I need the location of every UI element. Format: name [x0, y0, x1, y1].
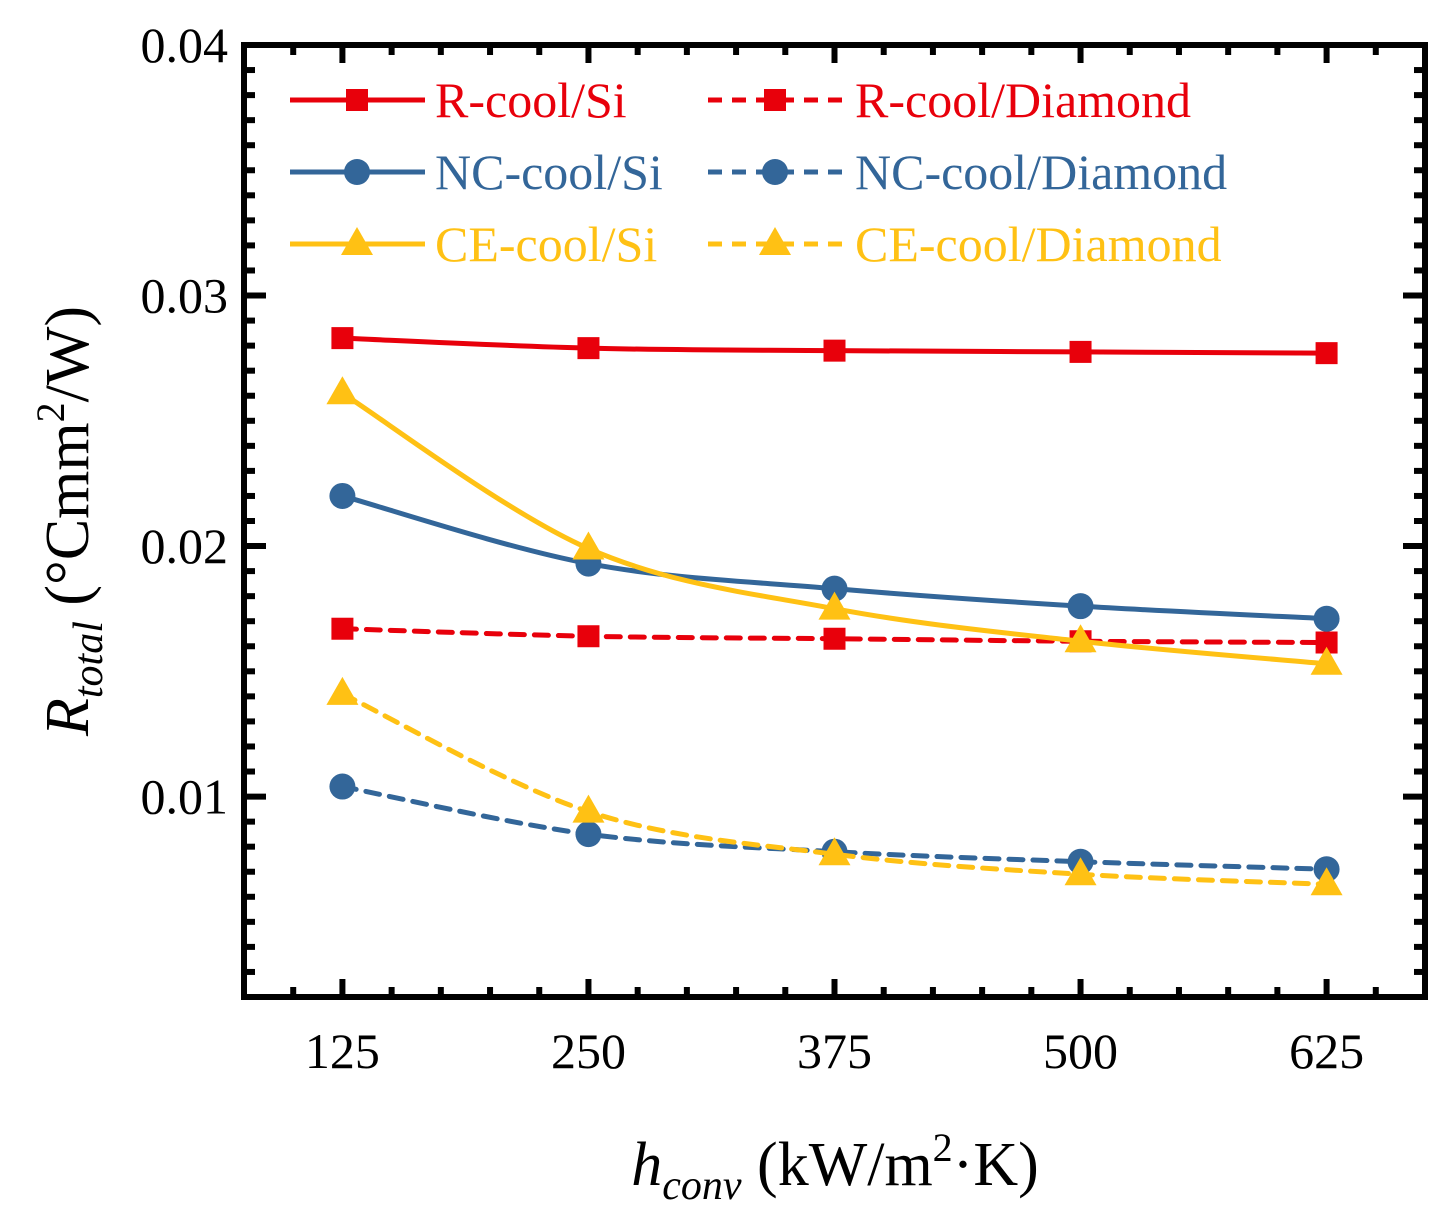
data-point-ce-cool-diamond: [326, 676, 359, 705]
x-label-unit-post: ·K): [953, 1131, 1039, 1199]
legend-label-r-cool-si: R-cool/Si: [435, 72, 627, 128]
x-tick-label: 125: [305, 1023, 380, 1079]
data-point-r-cool-si: [577, 337, 600, 360]
y-label-main: R: [34, 698, 102, 737]
legend-marker-ce-cool-diamond: [759, 227, 791, 255]
data-point-nc-cool-si: [821, 575, 848, 602]
x-label-unit: (kW/m: [742, 1131, 933, 1199]
y-tick-label: 0.02: [141, 518, 229, 574]
data-point-ce-cool-si: [572, 531, 605, 560]
y-tick-label: 0.01: [141, 769, 229, 825]
series-line-ce-cool-diamond: [339, 691, 1330, 887]
data-point-r-cool-diamond: [823, 627, 846, 650]
data-point-r-cool-diamond: [331, 617, 354, 640]
legend-label-r-cool-diamond: R-cool/Diamond: [855, 72, 1191, 128]
data-point-r-cool-si: [1069, 340, 1092, 363]
legend-marker-nc-cool-si: [344, 159, 370, 185]
y-tick-label: 0.03: [141, 268, 229, 324]
legend-label-ce-cool-diamond: CE-cool/Diamond: [855, 216, 1222, 272]
data-point-ce-cool-diamond: [1064, 857, 1097, 886]
legend-marker-r-cool-diamond: [764, 89, 786, 111]
legend-marker-ce-cool-si: [341, 227, 373, 255]
data-point-ce-cool-si: [1310, 646, 1343, 675]
data-point-nc-cool-si: [329, 482, 356, 509]
x-axis-label: hconv (kW/m2·K): [631, 1125, 1039, 1209]
series-line-nc-cool-diamond: [339, 784, 1330, 872]
data-point-r-cool-si: [331, 327, 354, 350]
x-tick-label: 375: [797, 1023, 872, 1079]
x-label-main: h: [631, 1131, 662, 1199]
y-label-sub: total: [66, 621, 112, 698]
data-point-ce-cool-diamond: [818, 837, 851, 866]
y-label-unit: (°Cmm: [34, 422, 102, 621]
data-point-ce-cool-si: [1064, 624, 1097, 653]
y-axis-label: Rtotal (°Cmm2/W): [28, 306, 112, 737]
legend-label-ce-cool-si: CE-cool/Si: [435, 216, 657, 272]
data-point-ce-cool-diamond: [1310, 867, 1343, 896]
data-point-ce-cool-si: [326, 376, 359, 405]
data-point-r-cool-diamond: [1315, 631, 1338, 654]
legend-marker-r-cool-si: [346, 89, 368, 111]
data-point-r-cool-diamond: [577, 625, 600, 648]
data-point-ce-cool-si: [818, 591, 851, 620]
y-tick-label: 0.04: [141, 17, 229, 73]
legend-label-nc-cool-si: NC-cool/Si: [435, 144, 663, 200]
y-label-sup: 2: [28, 402, 73, 422]
x-tick-label: 500: [1043, 1023, 1118, 1079]
data-point-nc-cool-si: [1313, 605, 1340, 632]
legend-marker-nc-cool-diamond: [762, 159, 788, 185]
data-point-ce-cool-diamond: [572, 794, 605, 823]
x-tick-label: 625: [1289, 1023, 1364, 1079]
series-line-ce-cool-si: [341, 391, 1327, 667]
x-label-sup: 2: [933, 1125, 953, 1170]
data-point-r-cool-si: [1315, 342, 1338, 365]
data-point-nc-cool-diamond: [329, 773, 356, 800]
y-label-unit-post: /W): [34, 306, 102, 402]
data-point-r-cool-si: [823, 339, 846, 362]
data-point-nc-cool-diamond: [575, 821, 602, 848]
legend-label-nc-cool-diamond: NC-cool/Diamond: [855, 144, 1227, 200]
x-label-sub: conv: [662, 1163, 742, 1209]
data-point-nc-cool-si: [1067, 593, 1094, 620]
x-tick-label: 250: [551, 1023, 626, 1079]
